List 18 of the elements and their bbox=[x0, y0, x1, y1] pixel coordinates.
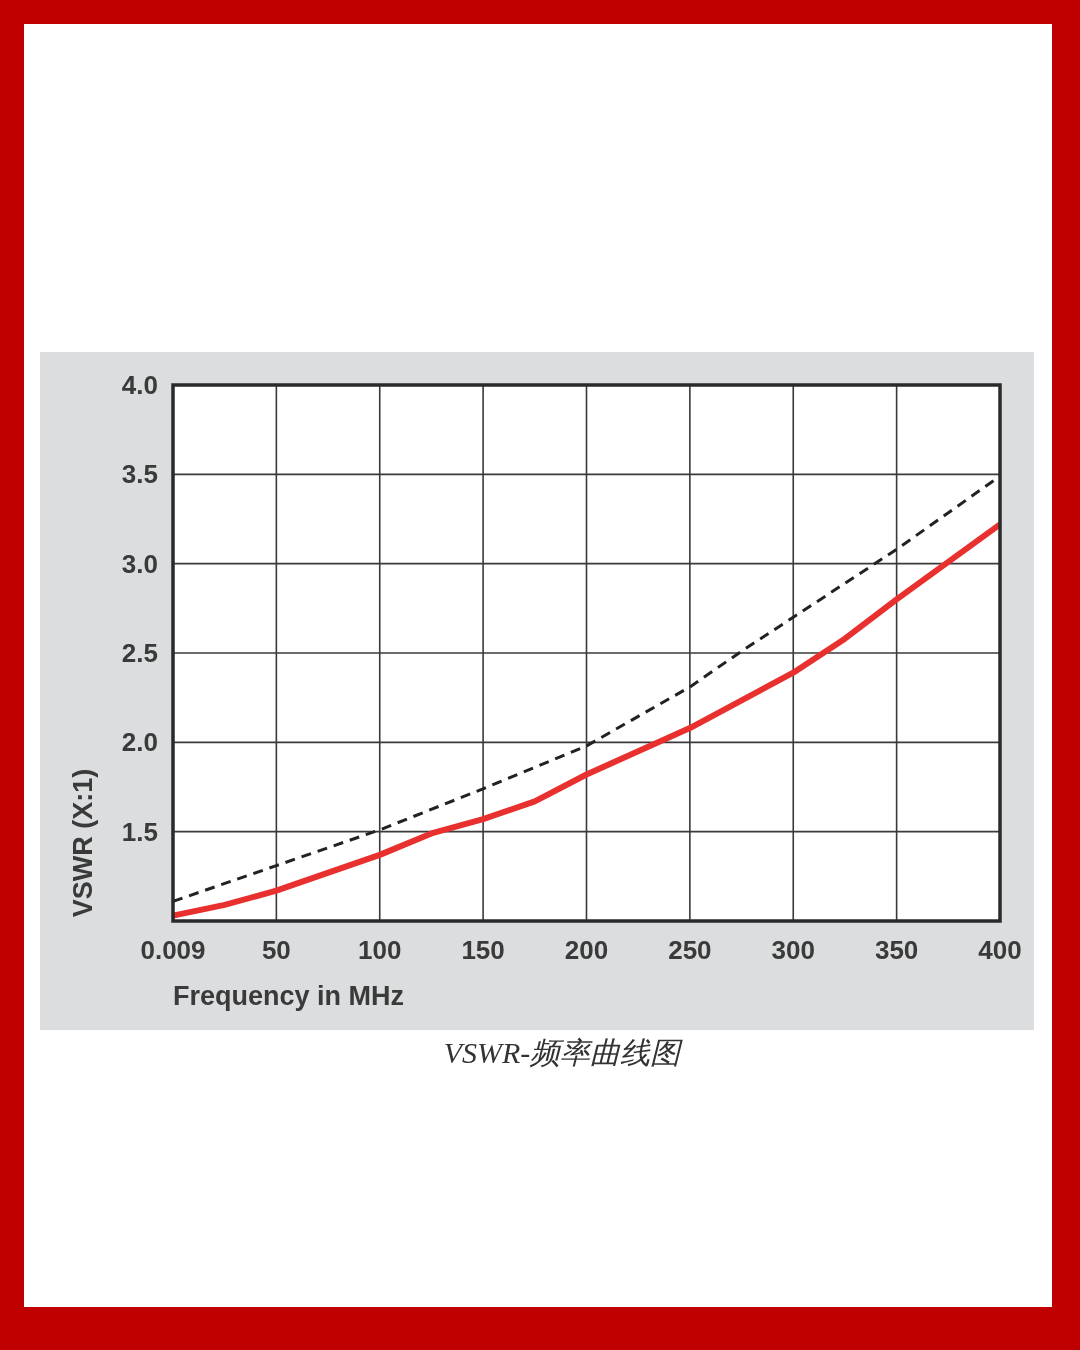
y-axis-title: VSWR (X:1) bbox=[68, 768, 98, 918]
x-tick-label: 50 bbox=[261, 935, 291, 965]
text: VSWR-频率曲线图 bbox=[443, 1036, 684, 1069]
x-tick-label: 250 bbox=[668, 935, 712, 965]
x-tick-label: 0.009 bbox=[140, 935, 206, 965]
y-tick-label: 4.0 bbox=[121, 370, 158, 400]
y-tick-label: 2.0 bbox=[121, 727, 158, 758]
y-tick-label: 3.5 bbox=[121, 459, 158, 490]
x-tick-label: 150 bbox=[461, 935, 505, 965]
x-tick-label: 100 bbox=[358, 935, 402, 965]
x-tick-label: 350 bbox=[874, 935, 919, 965]
y-tick-label: 1.5 bbox=[121, 816, 158, 847]
y-tick-label: 2.5 bbox=[121, 638, 158, 668]
x-axis-title: Frequency in MHz bbox=[173, 981, 405, 1011]
x-tick-label: 300 bbox=[771, 935, 815, 965]
x-tick-label: 400 bbox=[978, 935, 1022, 965]
y-tick-label: 3.0 bbox=[121, 548, 158, 579]
x-tick-label: 200 bbox=[564, 935, 609, 965]
